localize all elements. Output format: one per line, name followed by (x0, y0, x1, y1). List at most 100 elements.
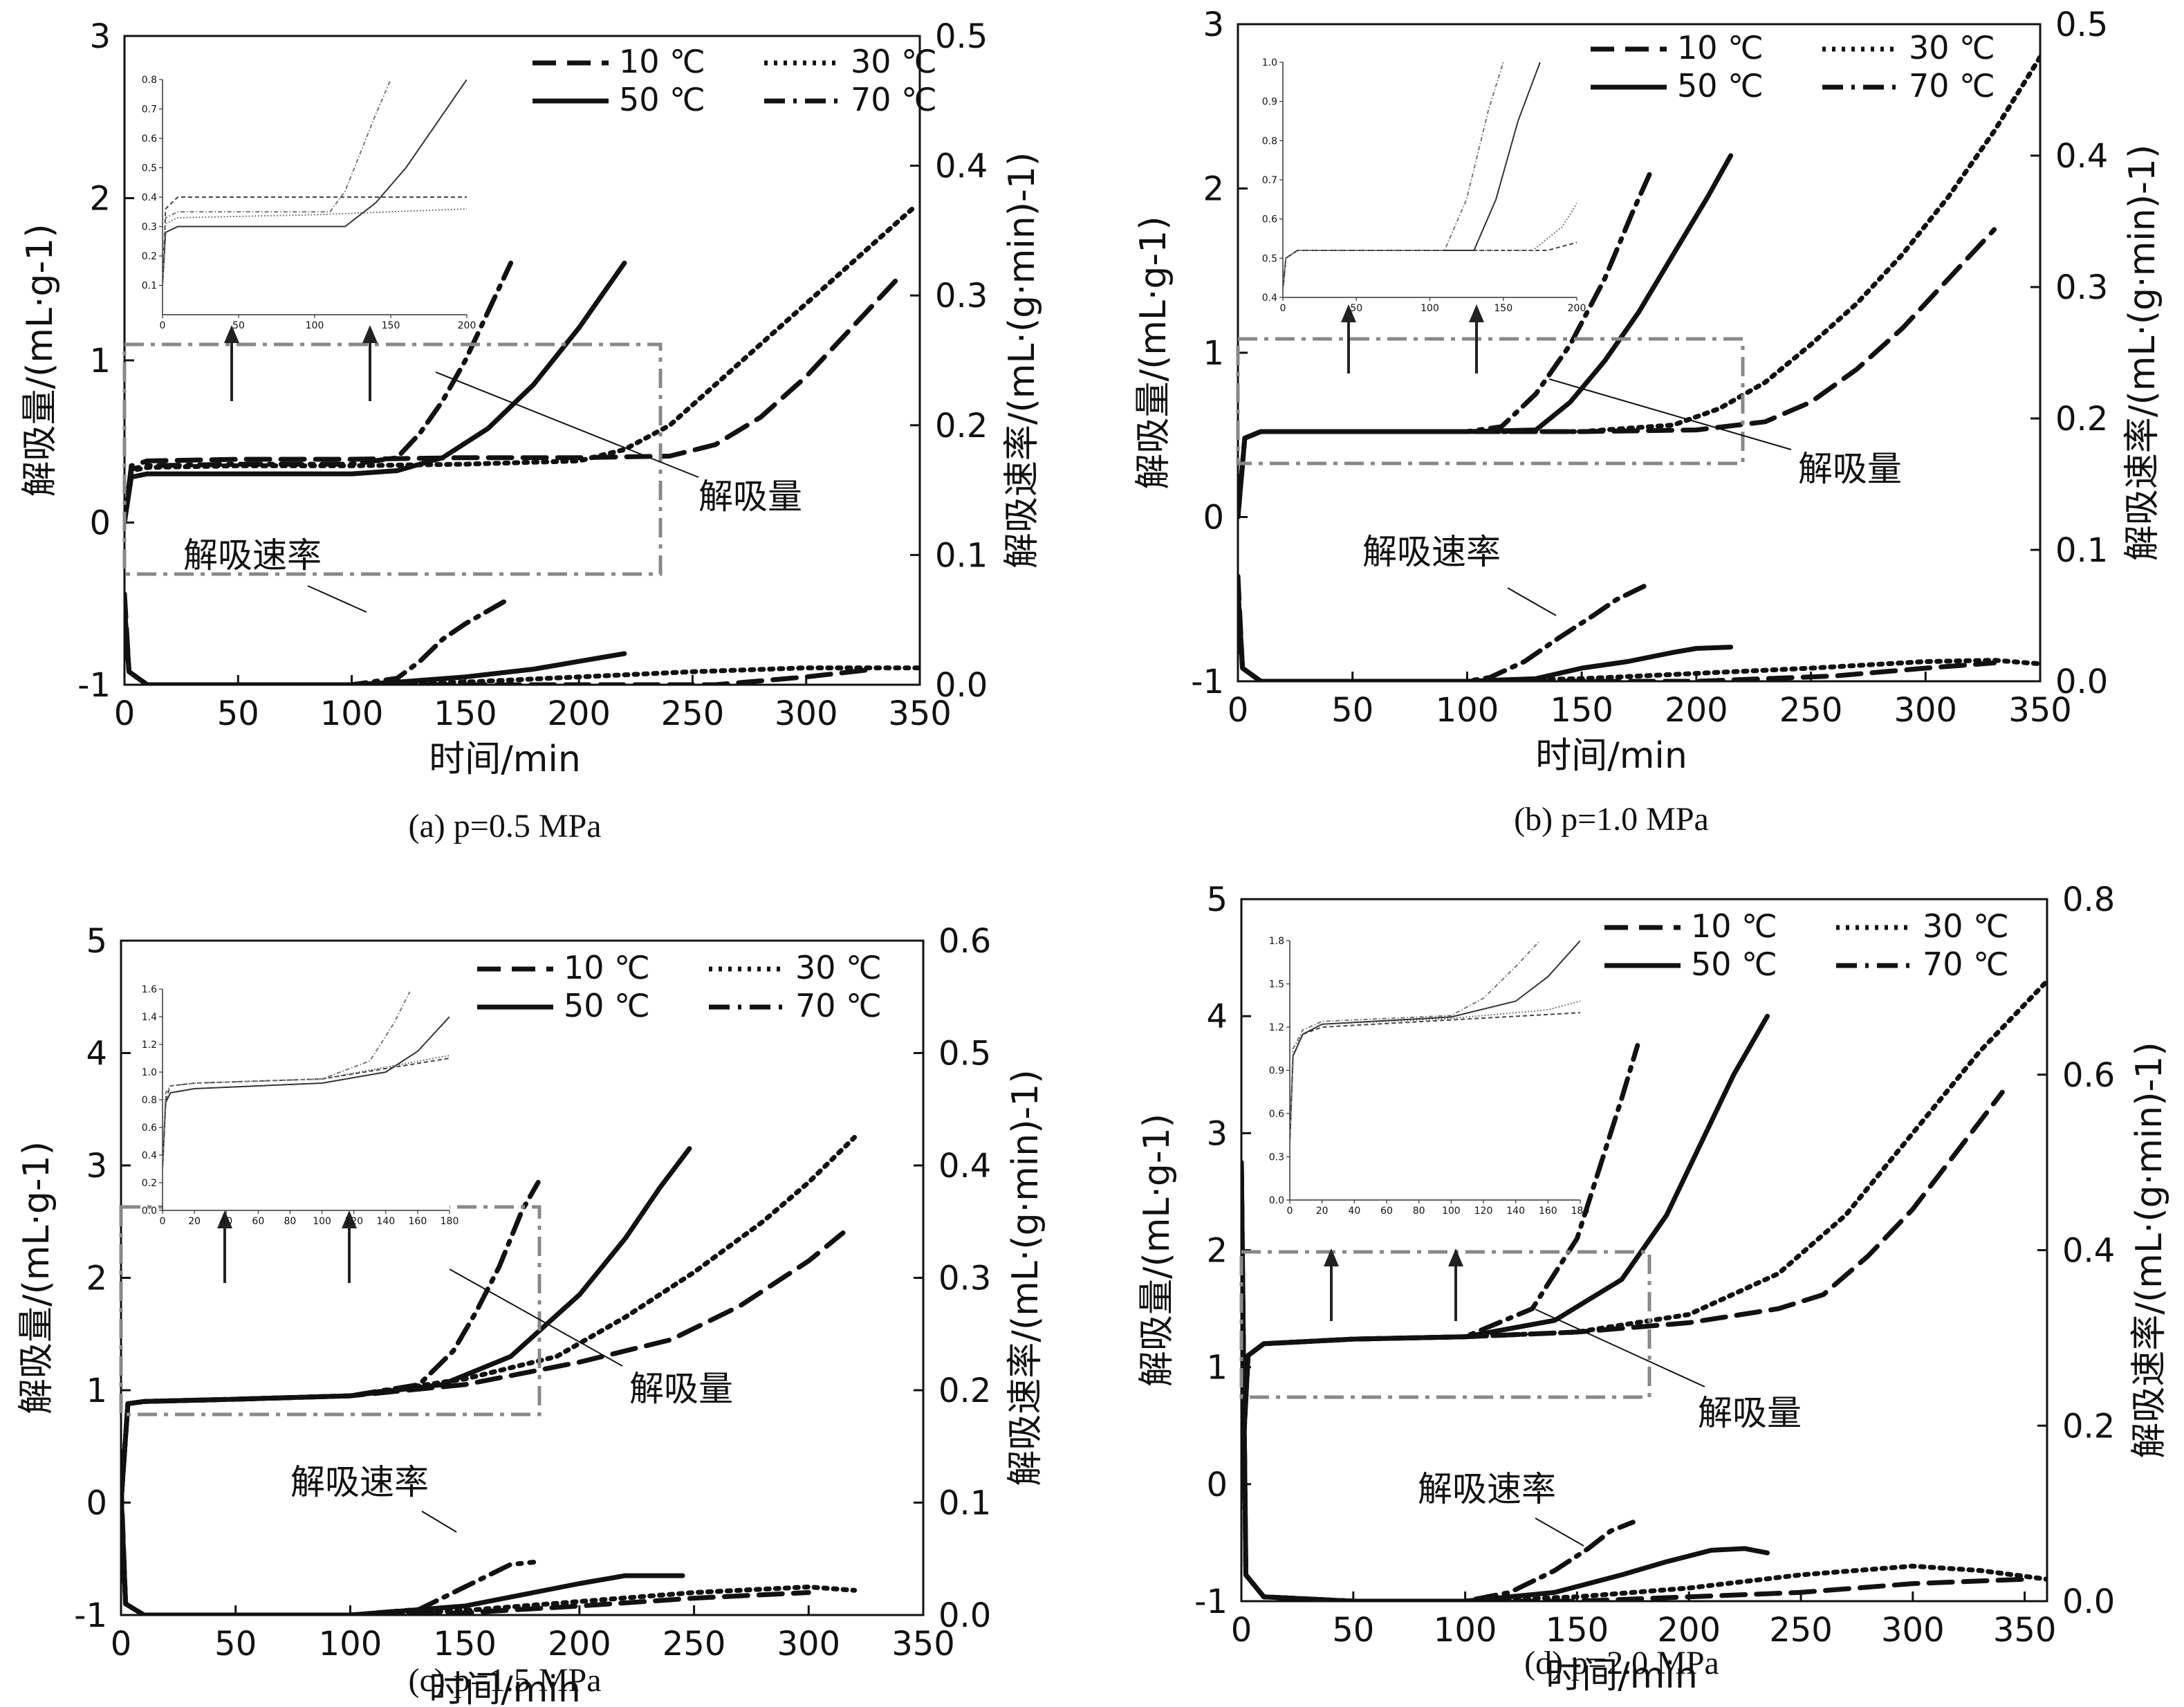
inset-chart: 0 50 100 150 200 0.1 0.2 0.3 0.4 0.5 0.6 0.7 0.8 (142, 75, 476, 331)
legend-label: 30 ℃ (851, 43, 937, 80)
legend-label: 70 ℃ (851, 81, 937, 118)
series-group (121, 1134, 858, 1615)
panel-b: 0 50 100 150 200 250 300 350-101230.00.10.20.30… (1133, 6, 2163, 838)
inset-x-tick-label: 0 (160, 1216, 166, 1227)
x-axis-title: 时间/min (1535, 735, 1687, 777)
series-line-dash-right (121, 1477, 811, 1615)
x-tick-label: 200 (1657, 1611, 1721, 1650)
y-right-tick-label: 0.4 (2055, 137, 2108, 176)
zoom-box (122, 342, 663, 576)
inset-y-tick-label: 0.9 (1269, 1066, 1284, 1077)
y-right-tick-label: 0.5 (2055, 6, 2108, 44)
series-line-solid-left (124, 260, 627, 525)
annotation-leader (307, 585, 367, 613)
inset-series-line-dashdot (1290, 941, 1541, 1143)
legend-label: 70 ℃ (1909, 67, 1995, 104)
series-line-solid-right (124, 604, 627, 685)
series-line-dot-right (121, 1500, 858, 1615)
inset-series-line-solid (163, 1016, 450, 1170)
inset-y-tick-label: 0.5 (142, 163, 157, 174)
y-left-tick-label: 4 (86, 1035, 107, 1073)
annotation-desorption-rate: 解吸速率 (1418, 1469, 1556, 1509)
series-line-solid-right (121, 1488, 685, 1615)
inset-y-tick-label: 1.2 (142, 1040, 157, 1051)
arrow-up-icon (217, 1210, 232, 1228)
legend: 10 ℃ 30 ℃ 50 ℃ 70 ℃ (533, 43, 937, 118)
y-left-tick-label: 4 (1206, 997, 1228, 1036)
x-tick-label: 350 (888, 694, 952, 733)
inset-x-tick-label: 140 (376, 1216, 395, 1227)
inset-x-tick-label: 120 (1474, 1206, 1493, 1217)
annotation-leader (1507, 587, 1557, 616)
arrow-up-icon (362, 325, 378, 343)
x-tick-label: 300 (777, 1625, 840, 1663)
x-tick-label: 150 (1546, 1611, 1609, 1650)
inset-x-tick-label: 50 (232, 320, 245, 331)
inset-series-group (1290, 941, 1580, 1143)
x-tick-label: 0 (1231, 1611, 1252, 1650)
y-right-tick-label: 0.0 (2055, 663, 2108, 701)
series-line-dashdot-right (1238, 582, 1649, 681)
annotation-desorption-amount: 解吸量 (698, 477, 802, 517)
inset-x-tick-label: 180 (441, 1216, 459, 1227)
x-axis-title: 时间/min (429, 1669, 581, 1707)
inset-series-group (163, 991, 450, 1170)
legend-label: 70 ℃ (1923, 945, 2009, 983)
x-tick-label: 250 (663, 1625, 726, 1663)
arrow-up-icon (1448, 1248, 1463, 1266)
y-left-tick-label: -1 (74, 1596, 107, 1635)
y-left-tick-label: 1 (1203, 334, 1224, 373)
inset-x-tick-label: 60 (252, 1216, 264, 1227)
panel-caption: (c) p=1.5 MPa (408, 1662, 601, 1699)
legend-label: 10 ℃ (1691, 907, 1777, 945)
inset-x-tick-label: 60 (1380, 1206, 1393, 1217)
series-line-solid-right (1238, 587, 1734, 681)
inset-x-tick-label: 0 (1280, 303, 1286, 314)
zoom-box (119, 1205, 542, 1417)
legend: 10 ℃ 30 ℃ 50 ℃ 70 ℃ (1591, 29, 1995, 104)
inset-x-tick-label: 20 (1316, 1206, 1329, 1217)
x-tick-label: 0 (111, 1625, 132, 1663)
panel-caption: (d) p=2.0 MPa (1524, 1645, 1719, 1681)
inset-y-tick-label: 0.8 (142, 75, 157, 86)
y-left-axis-title: 解吸量/(mL·g-1) (16, 1141, 57, 1414)
y-left-tick-label: 5 (1206, 880, 1228, 919)
y-right-tick-label: 0.4 (2062, 1232, 2115, 1271)
y-left-axis-title: 解吸量/(mL·g-1) (1133, 216, 1174, 489)
y-left-tick-label: -1 (1191, 663, 1224, 701)
inset-x-tick-label: 140 (1506, 1206, 1525, 1217)
inset-background (1283, 62, 1577, 297)
legend-label: 30 ℃ (795, 949, 882, 986)
inset-y-tick-label: 0.4 (142, 1150, 157, 1161)
inset-y-tick-label: 0.6 (1262, 214, 1277, 225)
x-tick-label: 150 (1550, 691, 1613, 730)
inset-y-tick-label: 1.8 (1269, 936, 1284, 947)
y-right-tick-label: 0.2 (935, 407, 988, 445)
inset-y-tick-label: 0.5 (1262, 253, 1277, 264)
y-right-tick-label: 0.5 (935, 17, 988, 56)
y-left-tick-label: 2 (89, 180, 111, 219)
inset-y-tick-label: 0.3 (1269, 1152, 1284, 1163)
inset-x-tick-label: 40 (220, 1216, 232, 1227)
series-line-dot-left (121, 1134, 858, 1505)
x-tick-label: 100 (320, 694, 384, 733)
legend-label: 50 ℃ (1691, 945, 1777, 983)
y-right-tick-label: 0.0 (935, 666, 988, 705)
x-tick-label: 250 (661, 694, 725, 733)
panel-caption: (a) p=0.5 MPa (408, 808, 601, 845)
y-right-axis-title: 解吸速率/(mL·(g·min)-1) (2129, 1042, 2170, 1458)
annotation-leader (449, 1268, 623, 1367)
annotation-desorption-rate: 解吸速率 (183, 535, 322, 575)
x-tick-label: 250 (1779, 691, 1843, 730)
y-right-axis-title: 解吸速率/(mL·(g·min)-1) (2122, 145, 2163, 561)
inset-x-tick-label: 160 (1539, 1206, 1557, 1217)
x-tick-label: 100 (1436, 691, 1499, 730)
x-tick-label: 50 (1332, 1611, 1374, 1650)
inset-y-tick-label: 0.4 (142, 192, 157, 203)
x-axis-title: 时间/min (1546, 1655, 1698, 1697)
inset-series-group (1283, 62, 1577, 290)
y-left-tick-label: -1 (77, 666, 111, 705)
annotation-desorption-rate: 解吸速率 (1362, 532, 1501, 572)
y-left-tick-label: 1 (1206, 1349, 1228, 1387)
inset-x-tick-label: 100 (1420, 303, 1439, 314)
